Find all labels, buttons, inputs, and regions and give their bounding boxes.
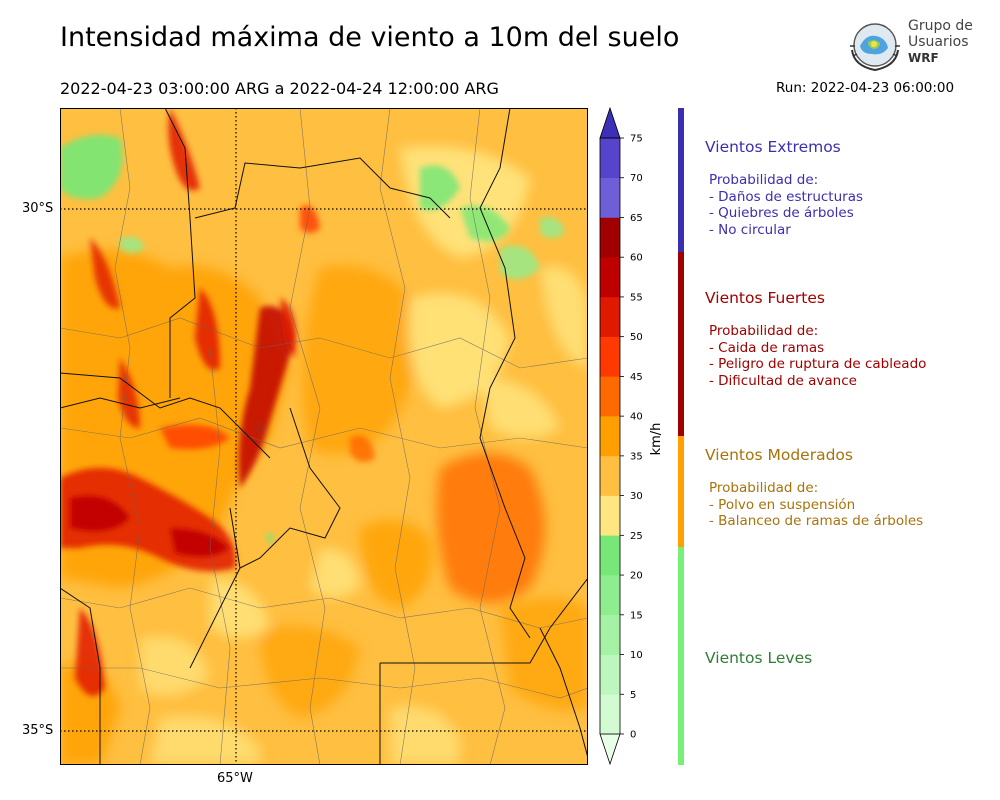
colorbar-tick-label: 30	[630, 491, 643, 502]
colorbar-segment	[600, 694, 620, 735]
category-line: Probabilidad de:	[709, 480, 819, 496]
colorbar-tick-label: 5	[630, 690, 636, 701]
colorbar-segment	[600, 257, 620, 298]
category-line: - Quiebres de árboles	[709, 205, 854, 221]
colorbar-tick-label: 65	[630, 213, 643, 224]
colorbar-segment	[600, 614, 620, 655]
wind-map	[60, 108, 588, 765]
colorbar-segment	[600, 455, 620, 496]
colorbar-tick-label: 70	[630, 173, 643, 184]
category-description: Probabilidad de: - Daños de estructuras - …	[709, 172, 863, 238]
wind-field	[60, 108, 588, 765]
colorbar-segment	[600, 654, 620, 695]
logo-wrf: WRF	[908, 51, 939, 65]
category-title: Vientos Fuertes	[705, 289, 825, 307]
colorbar-segment	[600, 336, 620, 377]
run-time: Run: 2022-04-23 06:00:00	[776, 80, 955, 96]
colorbar-tick-label: 15	[630, 610, 643, 621]
category-bar	[678, 436, 684, 547]
colorbar-segment	[600, 138, 620, 179]
category-line: - No circular	[709, 221, 791, 238]
category-line: - Dificultad de avance	[709, 372, 857, 389]
colorbar-tick-label: 60	[630, 253, 643, 264]
category-title: Vientos Extremos	[705, 138, 841, 156]
lon-label-65w: 65°W	[217, 771, 253, 786]
lat-label-30s: 30°S	[22, 201, 54, 216]
colorbar-unit: km/h	[649, 423, 664, 456]
colorbar-segment	[600, 416, 620, 457]
province-borders	[60, 108, 588, 765]
colorbar-tick-label: 10	[630, 650, 643, 661]
category-bar	[678, 108, 684, 252]
wrf-logo: Grupo de Usuarios WRF	[846, 16, 973, 74]
category-line: Probabilidad de:	[709, 323, 819, 339]
colorbar-segment	[600, 296, 620, 337]
colorbar-tick-label: 35	[630, 451, 643, 462]
category-bar	[678, 252, 684, 436]
colorbar-segment	[600, 575, 620, 616]
colorbar-extend-max	[599, 106, 621, 139]
colorbar-segments	[599, 106, 621, 766]
colorbar-tick-label: 55	[630, 292, 643, 303]
colorbar: 05101520253035404550556065707580 km/h	[599, 106, 664, 766]
category-title: Vientos Moderados	[705, 446, 853, 464]
chart-title: Intensidad máxima de viento a 10m del su…	[60, 22, 680, 53]
colorbar-segment	[600, 495, 620, 536]
category-line: - Caida de ramas	[709, 339, 825, 356]
colorbar-tick-label: 0	[630, 730, 636, 741]
graticule	[60, 108, 588, 765]
colorbar-ticks: 05101520253035404550556065707580	[620, 134, 643, 741]
colorbar-tick-label: 75	[630, 134, 643, 145]
category-line: - Polvo en suspensión	[709, 496, 856, 513]
category-line: - Balanceo de ramas de árboles	[709, 513, 924, 529]
colorbar-segment	[600, 177, 620, 218]
lat-label-35s: 35°S	[22, 723, 54, 738]
department-borders	[60, 108, 588, 765]
category-line: - Peligro de ruptura de cableado	[709, 356, 927, 372]
colorbar-segment	[600, 376, 620, 417]
logo-text: Grupo de Usuarios	[908, 18, 973, 50]
globe-icon	[850, 23, 900, 72]
colorbar-segment	[600, 217, 620, 258]
colorbar-extend-min	[599, 733, 621, 766]
colorbar-frame	[599, 137, 621, 735]
colorbar-segment	[600, 535, 620, 576]
colorbar-tick-label: 40	[630, 412, 643, 423]
category-line: Probabilidad de:	[709, 172, 819, 188]
colorbar-tick-label: 25	[630, 531, 643, 542]
forecast-period: 2022-04-23 03:00:00 ARG a 2022-04-24 12:…	[60, 79, 499, 98]
category-line: - Daños de estructuras	[709, 188, 864, 205]
category-title: Vientos Leves	[705, 649, 813, 667]
colorbar-tick-label: 50	[630, 332, 643, 343]
colorbar-tick-label: 20	[630, 571, 643, 582]
colorbar-tick-label: 45	[630, 372, 643, 383]
category-description: Probabilidad de: - Polvo en suspensión - B…	[709, 480, 923, 530]
category-bar	[678, 547, 684, 765]
category-description: Probabilidad de: - Caida de ramas - Peligr…	[709, 323, 926, 389]
